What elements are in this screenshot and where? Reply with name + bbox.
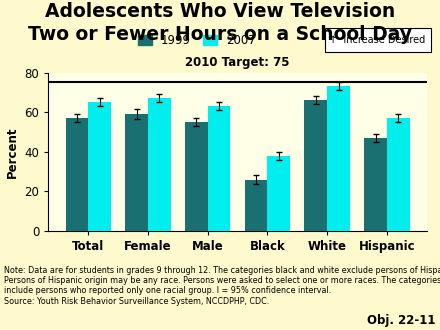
Legend: 1999, 2007: 1999, 2007	[138, 34, 257, 47]
FancyBboxPatch shape	[325, 28, 431, 52]
Bar	[364, 138, 387, 231]
Bar	[185, 122, 208, 231]
Y-axis label: Percent: Percent	[6, 126, 19, 178]
Text: Note: Data are for students in grades 9 through 12. The categories black and whi: Note: Data are for students in grades 9 …	[4, 266, 440, 306]
Bar	[327, 86, 350, 231]
Bar	[208, 106, 231, 231]
Text: ↑  Increase Desired: ↑ Increase Desired	[330, 35, 426, 45]
Bar	[125, 114, 148, 231]
Text: Adolescents Who View Television
Two or Fewer Hours on a School Day: Adolescents Who View Television Two or F…	[28, 2, 412, 44]
Bar	[88, 102, 111, 231]
Bar	[268, 156, 290, 231]
Text: 2010 Target: 75: 2010 Target: 75	[185, 56, 290, 69]
Bar	[387, 118, 410, 231]
Bar	[148, 98, 171, 231]
Text: Obj. 22-11: Obj. 22-11	[367, 314, 436, 327]
Bar	[66, 118, 88, 231]
Bar	[304, 100, 327, 231]
Bar	[245, 180, 268, 231]
